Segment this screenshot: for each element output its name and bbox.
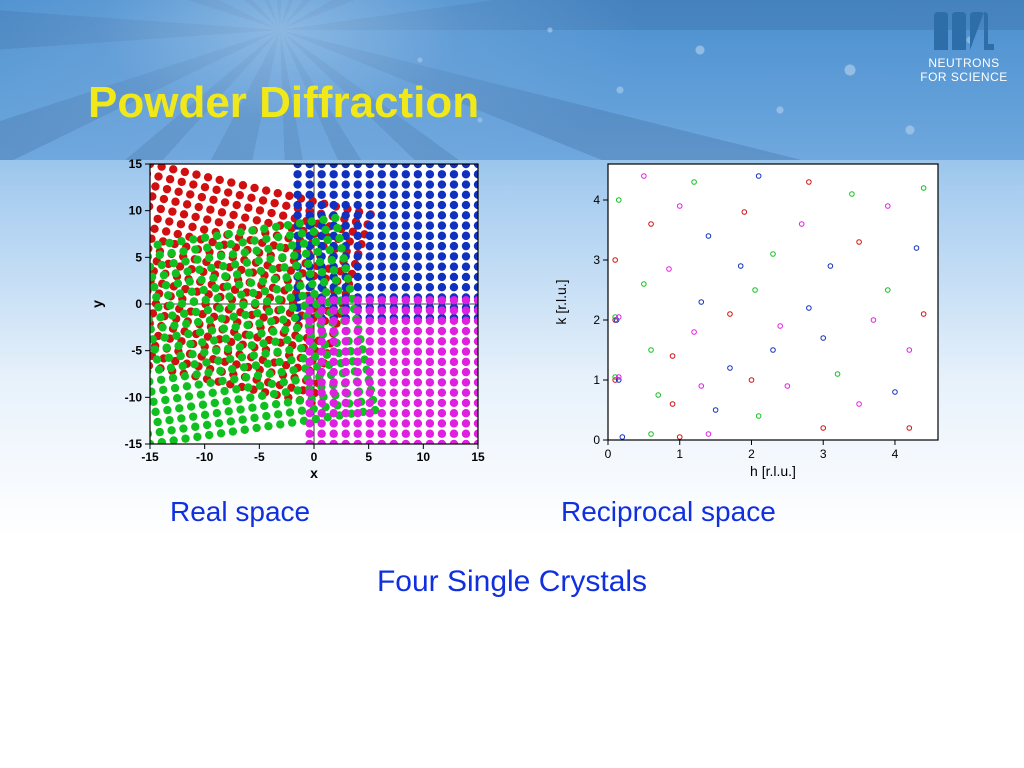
svg-text:0: 0 <box>605 447 612 461</box>
svg-text:0: 0 <box>593 433 600 447</box>
svg-text:5: 5 <box>135 250 142 264</box>
svg-text:2: 2 <box>593 313 600 327</box>
svg-text:-5: -5 <box>254 450 265 464</box>
caption-real-space: Real space <box>170 496 310 528</box>
svg-text:0: 0 <box>311 450 318 464</box>
svg-text:0: 0 <box>135 297 142 311</box>
svg-text:4: 4 <box>892 447 899 461</box>
logo-text-1: NEUTRONS <box>914 56 1014 70</box>
svg-text:-15: -15 <box>141 450 159 464</box>
caption-reciprocal-space: Reciprocal space <box>561 496 776 528</box>
svg-text:x: x <box>310 465 318 480</box>
svg-text:3: 3 <box>593 253 600 267</box>
page-title: Powder Diffraction <box>88 78 479 128</box>
svg-text:4: 4 <box>593 193 600 207</box>
svg-text:-10: -10 <box>125 390 143 404</box>
svg-text:3: 3 <box>820 447 827 461</box>
svg-text:10: 10 <box>417 450 431 464</box>
svg-text:h [r.l.u.]: h [r.l.u.] <box>750 463 796 479</box>
svg-text:15: 15 <box>471 450 485 464</box>
svg-text:-15: -15 <box>125 437 143 451</box>
subtitle: Four Single Crystals <box>0 565 1024 599</box>
svg-text:15: 15 <box>129 158 143 171</box>
reciprocal-space-chart: 0 1 2 3 4 0 1 2 3 4 h [r.l.u.] k [r.l.u.] <box>548 158 948 485</box>
logo: NEUTRONS FOR SCIENCE <box>914 10 1014 85</box>
svg-text:-10: -10 <box>196 450 214 464</box>
svg-text:10: 10 <box>129 204 143 218</box>
logo-text-2: FOR SCIENCE <box>914 70 1014 84</box>
svg-text:5: 5 <box>365 450 372 464</box>
svg-text:k [r.l.u.]: k [r.l.u.] <box>553 279 569 324</box>
svg-text:1: 1 <box>593 373 600 387</box>
svg-text:-5: -5 <box>131 344 142 358</box>
svg-text:1: 1 <box>676 447 683 461</box>
charts-row: -15 -10 -5 0 5 10 15 -15 -10 -5 0 5 10 15 x y 0 1 2 3 4 0 1 2 3… <box>88 158 964 485</box>
real-space-chart: -15 -10 -5 0 5 10 15 -15 -10 -5 0 5 10 15 x y <box>88 158 488 485</box>
svg-text:y: y <box>89 300 105 308</box>
svg-text:2: 2 <box>748 447 755 461</box>
